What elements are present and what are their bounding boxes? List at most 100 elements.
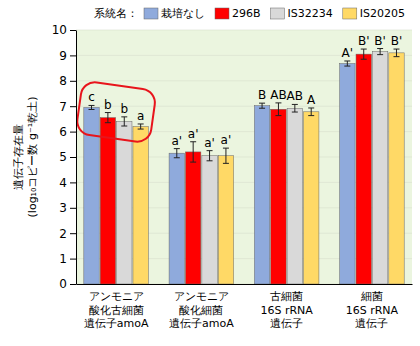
- error-cap: [89, 109, 95, 110]
- error-cap: [174, 157, 180, 158]
- error-line: [380, 49, 381, 55]
- significance-letter: a: [137, 109, 144, 123]
- tick-label-line: 古細菌: [270, 290, 303, 303]
- bar: [340, 64, 355, 284]
- error-bar: [308, 108, 314, 116]
- error-bar: [292, 104, 298, 112]
- tick: 古細菌16S rRNA遺伝子: [260, 284, 313, 330]
- bar: [117, 121, 132, 284]
- tick-label: 10: [52, 23, 67, 37]
- error-line: [193, 142, 194, 162]
- tick-mark: [70, 233, 76, 234]
- tick-label: 6: [59, 125, 67, 139]
- error-cap: [292, 112, 298, 113]
- tick-mark: [70, 30, 76, 31]
- chart: ca'BA'ba'ABB'ba'ABB'aa'AB'012345678910アン…: [0, 0, 420, 346]
- error-bar: [361, 49, 367, 59]
- significance-letter: AB: [270, 88, 286, 102]
- legend-swatch: [343, 8, 357, 19]
- tick-label: 7: [59, 100, 67, 114]
- bar: [254, 106, 269, 284]
- significance-letter: B: [258, 88, 266, 102]
- error-cap: [361, 59, 367, 60]
- error-cap: [138, 123, 144, 124]
- tick-mark: [70, 55, 76, 56]
- error-cap: [121, 116, 127, 117]
- tick: 0: [59, 277, 76, 291]
- error-cap: [259, 108, 265, 109]
- tick: 4: [59, 176, 76, 190]
- significance-letter: b: [104, 98, 112, 112]
- bar: [271, 109, 286, 284]
- tick-label-line: 遺伝子amoA: [84, 317, 149, 330]
- legend-title: 系統名：: [94, 7, 138, 20]
- tick-mark: [70, 81, 76, 82]
- axis-line: [76, 31, 77, 285]
- tick-label-line: 遺伝子amoA: [169, 317, 234, 330]
- significance-letter: A: [307, 93, 316, 107]
- error-bar: [393, 49, 399, 57]
- error-cap: [308, 107, 314, 108]
- series: [100, 49, 371, 284]
- error-cap: [292, 104, 298, 105]
- error-line: [294, 104, 295, 112]
- error-cap: [308, 115, 314, 116]
- tick-label-line: 遺伝子: [270, 317, 303, 330]
- tick-label: 0: [59, 277, 67, 291]
- significance-letter: c: [88, 90, 95, 104]
- error-bar: [344, 61, 350, 66]
- significance-letter: b: [120, 102, 128, 116]
- tick-label: 3: [59, 201, 67, 215]
- significance-letter: B': [374, 34, 386, 48]
- error-cap: [259, 103, 265, 104]
- tick-label: 2: [59, 227, 67, 241]
- x-axis: アンモニア酸化古細菌遺伝子amoAアンモニア酸化細菌遺伝子amoA古細菌16S …: [77, 284, 413, 330]
- error-cap: [105, 122, 111, 123]
- error-line: [396, 49, 397, 57]
- tick: 6: [59, 125, 76, 139]
- bar: [389, 53, 404, 284]
- grid: [76, 30, 412, 284]
- error-cap: [393, 49, 399, 50]
- tick-label-line: アンモニア: [174, 290, 229, 303]
- tick-mark: [70, 284, 76, 285]
- error-bar: [190, 142, 196, 162]
- legend-label: 栽培なし: [161, 7, 205, 20]
- bar: [356, 54, 371, 284]
- significance-letter: a': [221, 133, 232, 147]
- legend-swatch: [271, 8, 285, 19]
- tick-mark: [70, 259, 76, 260]
- bar: [372, 52, 387, 284]
- significance-letter: A': [342, 46, 354, 60]
- error-cap: [377, 48, 383, 49]
- tick-label-line: 酸化古細菌: [89, 304, 144, 317]
- tick: 1: [59, 252, 76, 266]
- tick-label: 古細菌16S rRNA遺伝子: [260, 290, 313, 331]
- bar: [185, 152, 200, 284]
- tick: 7: [59, 100, 76, 114]
- error-cap: [190, 162, 196, 163]
- y-axis: 012345678910: [52, 23, 77, 291]
- error-cap: [207, 150, 213, 151]
- error-line: [311, 108, 312, 116]
- highlight: [75, 81, 156, 144]
- error-bar: [174, 149, 180, 158]
- error-bar: [377, 49, 383, 55]
- grid-line: [76, 30, 412, 31]
- tick: 細菌16S rRNA遺伝子: [346, 284, 399, 330]
- y-axis-title-line: 遺伝子存在量: [12, 124, 25, 190]
- error-cap: [275, 102, 281, 103]
- error-bar: [121, 117, 127, 126]
- tick-label-line: 16S rRNA: [346, 304, 399, 317]
- tick-label-line: 細菌: [360, 290, 383, 303]
- significance-letter: a': [188, 127, 199, 141]
- error-line: [347, 61, 348, 66]
- error-line: [363, 49, 364, 59]
- tick-mark: [70, 132, 76, 133]
- bar: [169, 153, 184, 284]
- plot-background: [76, 30, 412, 284]
- error-cap: [105, 112, 111, 113]
- error-bar: [138, 124, 144, 129]
- tick-label: 4: [59, 176, 67, 190]
- significance-letter: a': [171, 134, 182, 148]
